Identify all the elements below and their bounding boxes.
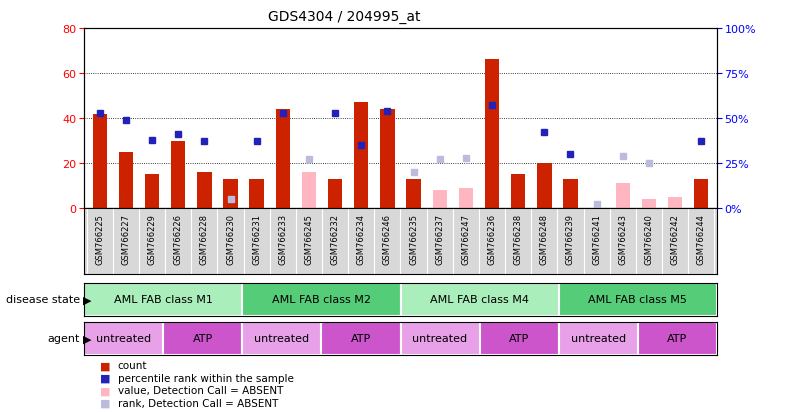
Bar (84, 322, 163, 355)
Text: ATP: ATP (192, 334, 213, 344)
Bar (485, 60, 499, 209)
Bar (302, 173, 316, 209)
Bar (537, 164, 552, 209)
Bar (119, 152, 133, 209)
Text: GSM766234: GSM766234 (356, 214, 366, 265)
Text: GSM766242: GSM766242 (670, 214, 679, 265)
Text: GDS4304 / 204995_at: GDS4304 / 204995_at (268, 10, 421, 24)
Text: GSM766233: GSM766233 (278, 214, 288, 265)
Text: GSM766239: GSM766239 (566, 214, 575, 265)
Bar (406, 179, 421, 209)
Text: GSM766237: GSM766237 (435, 214, 445, 265)
Bar (84, 283, 242, 316)
Text: GSM766228: GSM766228 (200, 214, 209, 265)
Text: GSM766243: GSM766243 (618, 214, 627, 265)
Text: ■: ■ (100, 398, 111, 408)
Bar (197, 173, 211, 209)
Text: ■: ■ (100, 361, 111, 370)
Bar (145, 175, 159, 209)
Text: untreated: untreated (570, 334, 626, 344)
Text: GSM766244: GSM766244 (697, 214, 706, 265)
Bar (276, 110, 290, 209)
Text: GSM766229: GSM766229 (147, 214, 156, 265)
Text: value, Detection Call = ABSENT: value, Detection Call = ABSENT (118, 385, 283, 395)
Text: GSM766238: GSM766238 (513, 214, 523, 265)
Text: GSM766230: GSM766230 (226, 214, 235, 265)
Text: untreated: untreated (254, 334, 309, 344)
Text: AML FAB class M5: AML FAB class M5 (589, 294, 687, 304)
Bar (321, 322, 400, 355)
Text: GSM766225: GSM766225 (95, 214, 104, 265)
Bar (163, 322, 242, 355)
Bar (249, 179, 264, 209)
Bar (433, 191, 447, 209)
Bar (93, 114, 107, 209)
Bar (171, 141, 185, 209)
Text: percentile rank within the sample: percentile rank within the sample (118, 373, 294, 383)
Text: GSM766240: GSM766240 (645, 214, 654, 265)
Text: GSM766245: GSM766245 (304, 214, 313, 265)
Bar (642, 199, 656, 209)
Text: GSM766226: GSM766226 (174, 214, 183, 265)
Text: untreated: untreated (413, 334, 468, 344)
Bar (638, 322, 717, 355)
Text: ATP: ATP (667, 334, 687, 344)
Bar (480, 322, 559, 355)
Bar (242, 322, 321, 355)
Bar (559, 322, 638, 355)
Text: GSM766248: GSM766248 (540, 214, 549, 265)
Bar (242, 283, 400, 316)
Text: count: count (118, 361, 147, 370)
Text: AML FAB class M4: AML FAB class M4 (430, 294, 529, 304)
Bar (223, 179, 238, 209)
Text: ▶: ▶ (83, 294, 92, 304)
Text: rank, Detection Call = ABSENT: rank, Detection Call = ABSENT (118, 398, 278, 408)
Text: GSM766236: GSM766236 (488, 214, 497, 265)
Text: ATP: ATP (351, 334, 371, 344)
Text: GSM766231: GSM766231 (252, 214, 261, 265)
Text: GSM766247: GSM766247 (461, 214, 470, 265)
Bar (563, 179, 578, 209)
Text: AML FAB class M1: AML FAB class M1 (114, 294, 212, 304)
Text: ATP: ATP (509, 334, 529, 344)
Text: ■: ■ (100, 373, 111, 383)
Bar (354, 103, 368, 209)
Bar (380, 110, 395, 209)
Text: GSM766235: GSM766235 (409, 214, 418, 265)
Text: untreated: untreated (96, 334, 151, 344)
Text: ▶: ▶ (83, 334, 92, 344)
Text: GSM766241: GSM766241 (592, 214, 601, 265)
Text: disease state: disease state (6, 294, 80, 304)
Text: GSM766227: GSM766227 (122, 214, 131, 265)
Text: ■: ■ (100, 385, 111, 395)
Text: GSM766232: GSM766232 (331, 214, 340, 265)
Bar (400, 283, 559, 316)
Text: AML FAB class M2: AML FAB class M2 (272, 294, 371, 304)
Text: agent: agent (48, 334, 80, 344)
Bar (459, 188, 473, 209)
Text: GSM766246: GSM766246 (383, 214, 392, 265)
Bar (328, 179, 342, 209)
Bar (559, 283, 717, 316)
Bar (400, 322, 480, 355)
Bar (668, 197, 682, 209)
Bar (694, 179, 708, 209)
Bar (511, 175, 525, 209)
Bar (616, 184, 630, 209)
